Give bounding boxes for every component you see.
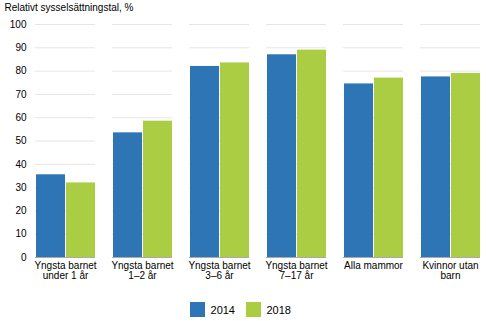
svg-text:Yngsta barnetunder 1 år: Yngsta barnetunder 1 år <box>34 260 96 281</box>
svg-text:20: 20 <box>15 205 27 216</box>
html-text:2014: 2014 <box>210 303 235 316</box>
svg-text:0: 0 <box>21 252 27 263</box>
svg-text:70: 70 <box>15 89 27 100</box>
svg-text:100: 100 <box>10 19 27 30</box>
svg-text:50: 50 <box>15 135 27 146</box>
svg-text:Yngsta barnet3–6 år: Yngsta barnet3–6 år <box>188 260 250 281</box>
svg-text:Yngsta barnet7–17 år: Yngsta barnet7–17 år <box>265 260 327 281</box>
svg-text:60: 60 <box>15 112 27 123</box>
html-text:2018: 2018 <box>266 303 291 316</box>
svg-text:80: 80 <box>15 65 27 76</box>
svg-text:40: 40 <box>15 159 27 170</box>
svg-text:90: 90 <box>15 42 27 53</box>
svg-text:Relativt sysselsättningstal, %: Relativt sysselsättningstal, % <box>5 2 134 13</box>
svg-text:Kvinnor utanbarn: Kvinnor utanbarn <box>422 260 478 281</box>
svg-text:10: 10 <box>15 228 27 239</box>
svg-text:30: 30 <box>15 182 27 193</box>
svg-text:Alla mammor: Alla mammor <box>344 260 404 271</box>
svg-text:Yngsta barnet1–2 år: Yngsta barnet1–2 år <box>111 260 173 281</box>
